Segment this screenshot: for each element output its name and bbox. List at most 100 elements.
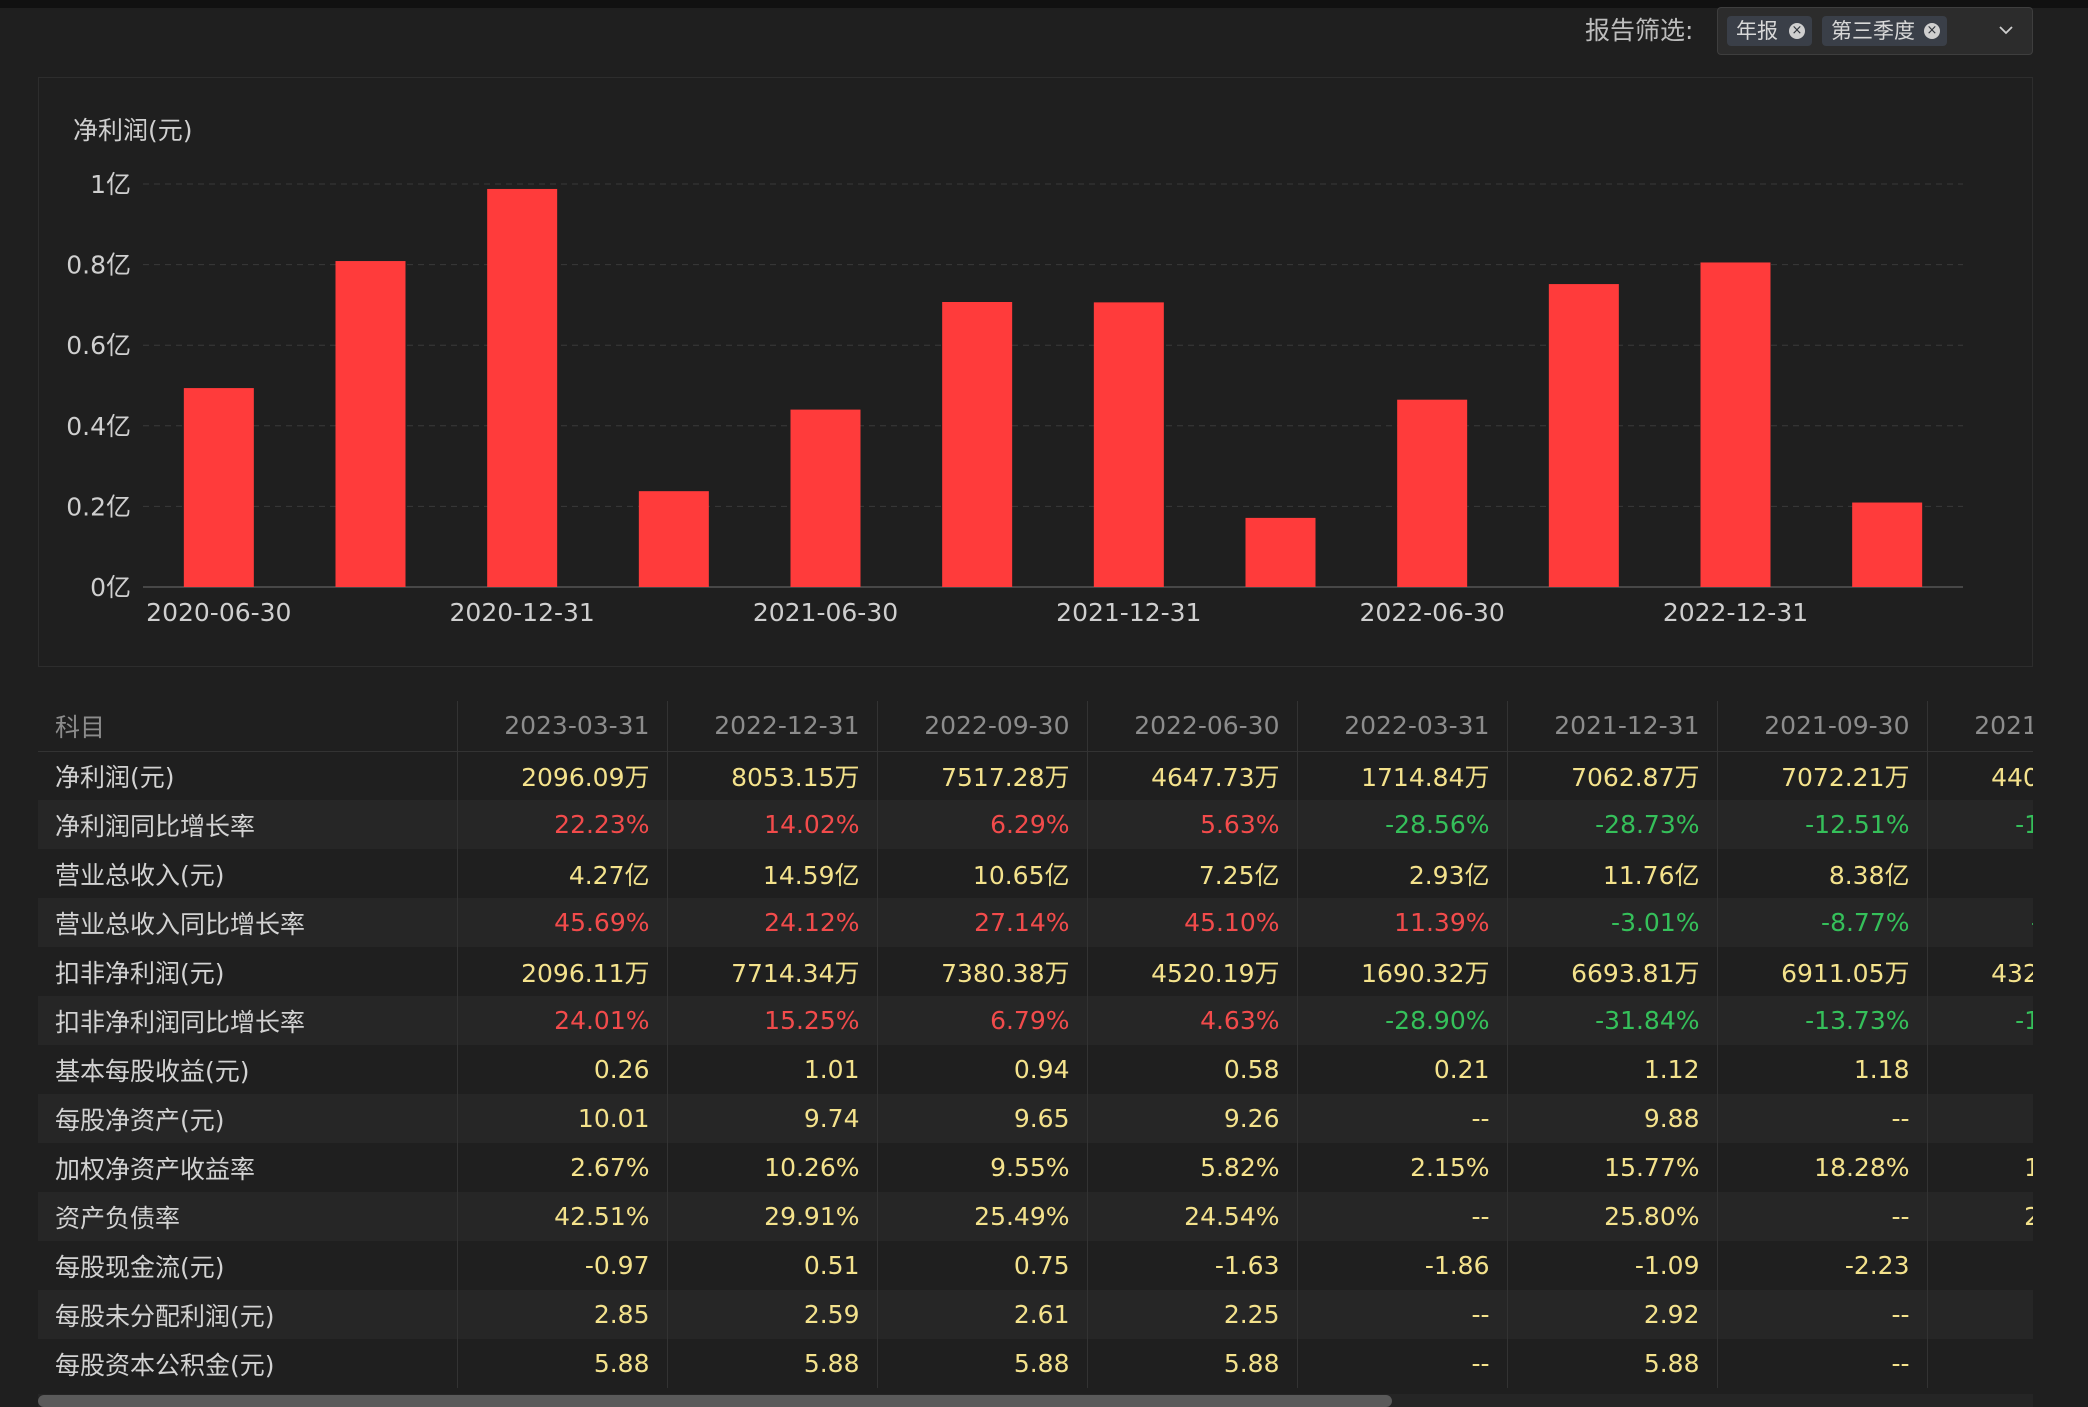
table-cell: -- [1717, 1290, 1928, 1339]
table-cell: 23.61% [1927, 1192, 2033, 1241]
table-cell: 7072.21万 [1717, 751, 1928, 800]
filter-tag-annual[interactable]: 年报 × [1727, 16, 1812, 46]
table-cell: 4.63% [1087, 996, 1298, 1045]
column-header-date[interactable]: 2023-03-31 [457, 701, 668, 752]
bar-2021-12-31[interactable] [1093, 302, 1164, 587]
financial-indicators-table: 科目 2023-03-31 2022-12-31 2022-09-30 2022-06-… [38, 701, 2033, 1388]
table-row: 每股净资产(元)10.019.749.659.26--9.88--9.45 [38, 1094, 2033, 1143]
table-cell: 4.27亿 [457, 849, 668, 898]
y-tick-label: 0.6亿 [66, 331, 131, 360]
table-cell: 7062.87万 [1507, 751, 1718, 800]
chevron-down-icon[interactable] [1998, 22, 2014, 38]
row-label: 每股未分配利润(元) [38, 1290, 458, 1339]
bar-2022-09-30[interactable] [1548, 284, 1619, 587]
table-cell: 1.18 [1717, 1045, 1928, 1094]
table-cell: -1.09 [1507, 1241, 1718, 1290]
table-cell: 9.65 [877, 1094, 1088, 1143]
x-tick-label: 2022-06-30 [1360, 598, 1505, 627]
column-header-date[interactable]: 2022-09-30 [877, 701, 1088, 752]
x-tick-label: 2021-12-31 [1056, 598, 1201, 627]
report-filter-select[interactable]: 年报 × 第三季度 × [1717, 7, 2033, 55]
bar-2020-06-30[interactable] [183, 388, 254, 587]
horizontal-scrollbar[interactable] [38, 1394, 2033, 1407]
filter-tag-label: 第三季度 [1831, 19, 1915, 43]
y-tick-label: 0亿 [90, 573, 131, 602]
table-cell: -11.52% [1927, 996, 2033, 1045]
bar-2020-12-31[interactable] [487, 188, 558, 587]
table-cell: 2.67% [457, 1143, 668, 1192]
table-cell: 6911.05万 [1717, 947, 1928, 996]
chart-y-axis-title: 净利润(元) [73, 116, 193, 145]
table-cell: 0.73 [1927, 1045, 2033, 1094]
table-cell: -1.63 [1087, 1241, 1298, 1290]
row-label: 营业总收入同比增长率 [38, 898, 458, 947]
table-cell: 0.94 [877, 1045, 1088, 1094]
table-row: 营业总收入(元) 4.27亿 14.59亿 10.65亿 7.25亿 2.93亿 11.76… [38, 849, 2033, 898]
column-header-date[interactable]: 2021-12-31 [1507, 701, 1718, 752]
table-cell: -4.26% [1927, 898, 2033, 947]
bar-2021-06-30[interactable] [790, 409, 861, 587]
table-cell: 10.65亿 [877, 849, 1088, 898]
table-cell: 6693.81万 [1507, 947, 1718, 996]
column-header-date[interactable]: 2022-06-30 [1087, 701, 1298, 752]
x-tick-label: 2022-12-31 [1663, 598, 1808, 627]
row-label: 净利润(元) [38, 751, 458, 800]
tag-close-icon[interactable]: × [1924, 23, 1940, 39]
tag-close-icon[interactable]: × [1789, 23, 1805, 39]
table-cell: 5.88 [1087, 1339, 1298, 1388]
bar-2023-03-31[interactable] [1852, 502, 1923, 587]
table-cell: -1.52 [1927, 1241, 2033, 1290]
table-cell: 18.28% [1717, 1143, 1928, 1192]
table-cell: -- [1717, 1192, 1928, 1241]
column-header-date[interactable]: 2022-03-31 [1297, 701, 1508, 752]
table-cell: 9.45 [1927, 1094, 2033, 1143]
table-cell: 5.82% [1087, 1143, 1298, 1192]
table-cell: 2096.09万 [457, 751, 668, 800]
bar-2022-12-31[interactable] [1700, 262, 1771, 587]
table-cell: 14.02% [667, 800, 878, 849]
table-cell: 4321.08万 [1927, 947, 2033, 996]
table-cell: 25.49% [877, 1192, 1088, 1241]
x-tick-label: 2020-12-31 [450, 598, 595, 627]
table-cell: -- [1297, 1094, 1508, 1143]
row-label: 每股现金流(元) [38, 1241, 458, 1290]
top-strip [0, 0, 2088, 8]
y-tick-label: 0.4亿 [66, 412, 131, 441]
filter-tag-q3[interactable]: 第三季度 × [1822, 16, 1947, 46]
table-header-row: 科目 2023-03-31 2022-12-31 2022-09-30 2022-06-… [38, 701, 2033, 752]
table-cell: 11.76亿 [1507, 849, 1718, 898]
row-label: 每股净资产(元) [38, 1094, 458, 1143]
financial-table-container[interactable]: 科目 2023-03-31 2022-12-31 2022-09-30 2022-06-… [38, 701, 2033, 1395]
column-header-subject: 科目 [38, 701, 458, 752]
filter-tag-label: 年报 [1736, 19, 1778, 43]
bar-2021-09-30[interactable] [942, 301, 1013, 587]
table-cell: 5.88 [1927, 1339, 2033, 1388]
table-cell: 9.26 [1087, 1094, 1298, 1143]
table-cell: 2.93亿 [1297, 849, 1508, 898]
table-cell: -- [1717, 1339, 1928, 1388]
bar-2022-06-30[interactable] [1397, 399, 1468, 587]
column-header-date[interactable]: 2022-12-31 [667, 701, 878, 752]
table-cell: 24.01% [457, 996, 668, 1045]
bar-2020-09-30[interactable] [335, 261, 406, 587]
table-cell: 0.21 [1297, 1045, 1508, 1094]
bar-2021-03-31[interactable] [638, 491, 709, 587]
scrollbar-thumb[interactable] [38, 1395, 1392, 1407]
column-header-date[interactable]: 2021-06-30 [1927, 701, 2033, 752]
x-tick-label: 2020-06-30 [146, 598, 291, 627]
table-cell: 22.23% [457, 800, 668, 849]
report-filter-label: 报告筛选: [1585, 16, 1694, 45]
table-cell: 4520.19万 [1087, 947, 1298, 996]
column-header-date[interactable]: 2021-09-30 [1717, 701, 1928, 752]
bar-2022-03-31[interactable] [1245, 517, 1316, 587]
table-cell: 1.01 [667, 1045, 878, 1094]
table-cell: 29.91% [667, 1192, 878, 1241]
table-cell: -13.73% [1717, 996, 1928, 1045]
table-cell: 0.58 [1087, 1045, 1298, 1094]
table-cell: 7380.38万 [877, 947, 1088, 996]
table-cell: -12.51% [1717, 800, 1928, 849]
table-cell: 5.88 [877, 1339, 1088, 1388]
table-cell: 25.80% [1507, 1192, 1718, 1241]
table-row: 每股未分配利润(元)2.852.592.612.25--2.92--2.47 [38, 1290, 2033, 1339]
row-label: 每股资本公积金(元) [38, 1339, 458, 1388]
